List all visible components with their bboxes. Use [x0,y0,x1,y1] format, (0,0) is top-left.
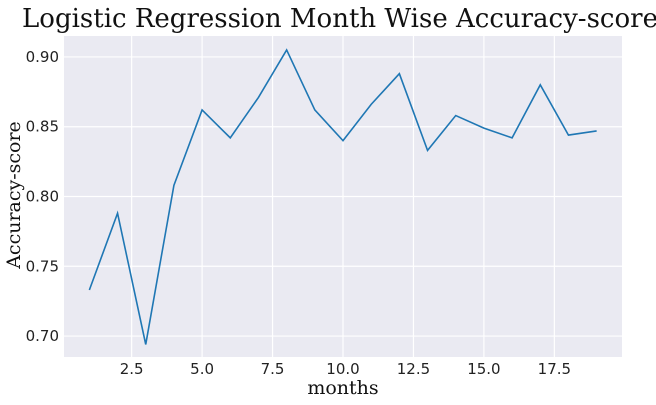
x-tick-label: 7.5 [261,360,285,378]
y-tick-label: 0.85 [26,118,59,136]
x-tick-label: 5.0 [190,360,214,378]
x-axis-label: months [307,377,378,399]
x-tick-label: 10.0 [326,360,359,378]
y-axis-ticks: 0.70 0.75 0.80 0.85 0.90 [26,48,59,345]
y-tick-label: 0.90 [26,48,59,66]
x-tick-label: 2.5 [120,360,144,378]
accuracy-series-line [88,48,597,345]
chart-title: Logistic Regression Month Wise Accuracy-… [22,4,656,34]
grid-lines [64,36,622,357]
x-tick-label: 17.5 [538,360,571,378]
y-axis-label: Accuracy-score [3,121,25,270]
x-tick-label: 15.0 [467,360,500,378]
y-tick-label: 0.75 [26,257,59,275]
x-axis-ticks: 2.5 5.0 7.5 10.0 12.5 15.0 17.5 [120,360,571,378]
x-tick-label: 12.5 [397,360,430,378]
y-tick-label: 0.80 [26,188,59,206]
y-tick-label: 0.70 [26,327,59,345]
